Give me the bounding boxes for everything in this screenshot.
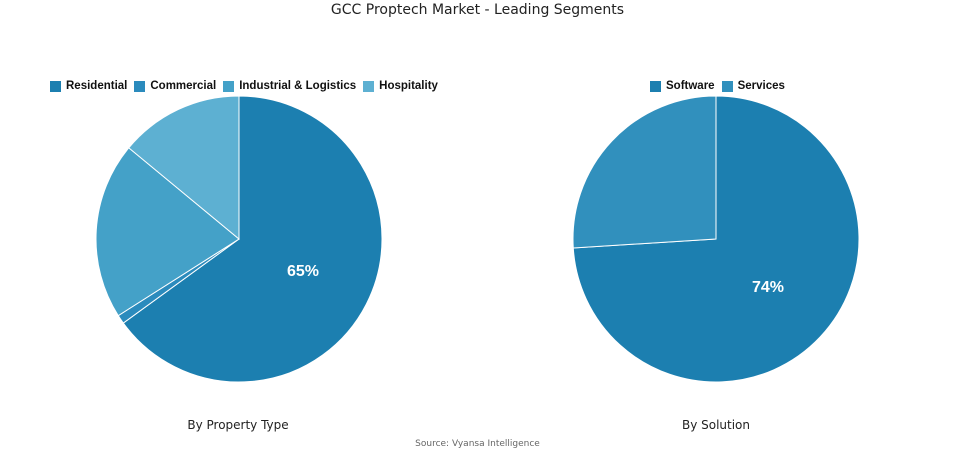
data-label-software: 74% <box>752 279 784 296</box>
legend-item-industrial-logistics[interactable]: Industrial & Logistics <box>223 80 356 92</box>
data-label-residential: 65% <box>287 263 319 280</box>
legend-label-hospitality: Hospitality <box>379 80 438 92</box>
legend-item-services[interactable]: Services <box>721 80 785 92</box>
source-note: Source: Vyansa Intelligence <box>415 439 540 449</box>
chart-title: GCC Proptech Market - Leading Segments <box>330 2 625 18</box>
pie-slice-industrial-logistics[interactable] <box>95 147 240 317</box>
legend-label-services: Services <box>737 80 785 92</box>
legend-swatch-residential <box>50 80 61 92</box>
legend-swatch-industrial-logistics <box>223 80 235 92</box>
legend-item-hospitality[interactable]: Hospitality <box>363 80 438 92</box>
legend-item-software[interactable]: Software <box>650 80 715 92</box>
legend-swatch-software <box>650 80 661 92</box>
pie-slice-hospitality[interactable] <box>128 95 240 241</box>
subtitle-property-type: By Property Type <box>187 418 289 432</box>
legend-swatch-hospitality <box>363 80 375 92</box>
pie-slice-services[interactable] <box>572 95 717 249</box>
legend-label-residential: Residential <box>66 80 128 92</box>
legend-item-commercial[interactable]: Commercial <box>134 80 216 92</box>
legend-label-commercial: Commercial <box>150 80 217 92</box>
legend-property-type: Residential Commercial Industrial & Logi… <box>50 80 438 92</box>
legend-swatch-commercial <box>134 80 146 92</box>
legend-swatch-services <box>721 80 733 92</box>
pie-slice-residential[interactable] <box>122 95 383 383</box>
pie-solution: 74% <box>572 95 860 383</box>
legend-item-residential[interactable]: Residential <box>50 80 127 92</box>
subtitle-solution: By Solution <box>681 418 751 432</box>
pie-property-type: 65% <box>95 95 383 383</box>
legend-label-software: Software <box>666 80 715 92</box>
legend-solution: Software Services <box>650 80 785 92</box>
legend-label-industrial-logistics: Industrial & Logistics <box>239 80 357 92</box>
